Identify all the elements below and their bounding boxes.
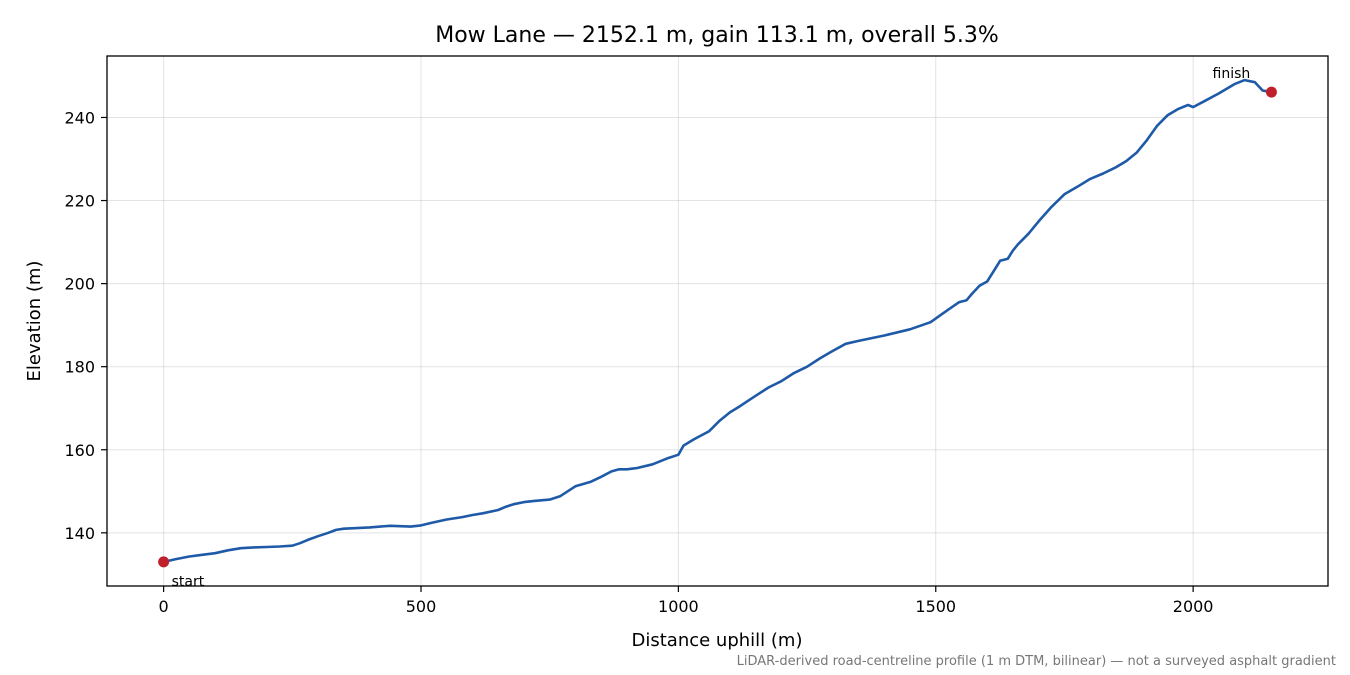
tick-layer: 0 500 1000 1500 2000 140 160 180 200 220 240 [64,108,1213,616]
finish-marker [1265,86,1277,98]
marker-layer: start finish [158,66,1277,590]
y-tick-label: 240 [64,108,95,127]
finish-label: finish [1213,66,1251,82]
chart-title: Mow Lane — 2152.1 m, gain 113.1 m, overa… [435,23,999,48]
y-axis-label: Elevation (m) [24,261,45,382]
y-tick-label: 220 [64,192,95,211]
y-tick-label: 180 [64,358,95,377]
y-tick-label: 140 [64,524,95,543]
x-tick-label: 0 [159,597,169,616]
x-axis-label: Distance uphill (m) [632,630,803,651]
footnote: LiDAR-derived road-centreline profile (1… [737,654,1336,669]
y-tick-label: 160 [64,441,95,460]
x-tick-label: 1000 [658,597,699,616]
grid-layer [107,56,1328,586]
x-tick-label: 2000 [1173,597,1214,616]
x-tick-label: 1500 [915,597,956,616]
x-tick-label: 500 [406,597,437,616]
start-label: start [172,574,205,590]
elevation-line [162,78,1273,564]
line-layer [162,78,1273,564]
y-tick-label: 200 [64,275,95,294]
plot-frame [106,55,1329,587]
start-marker [158,556,170,568]
